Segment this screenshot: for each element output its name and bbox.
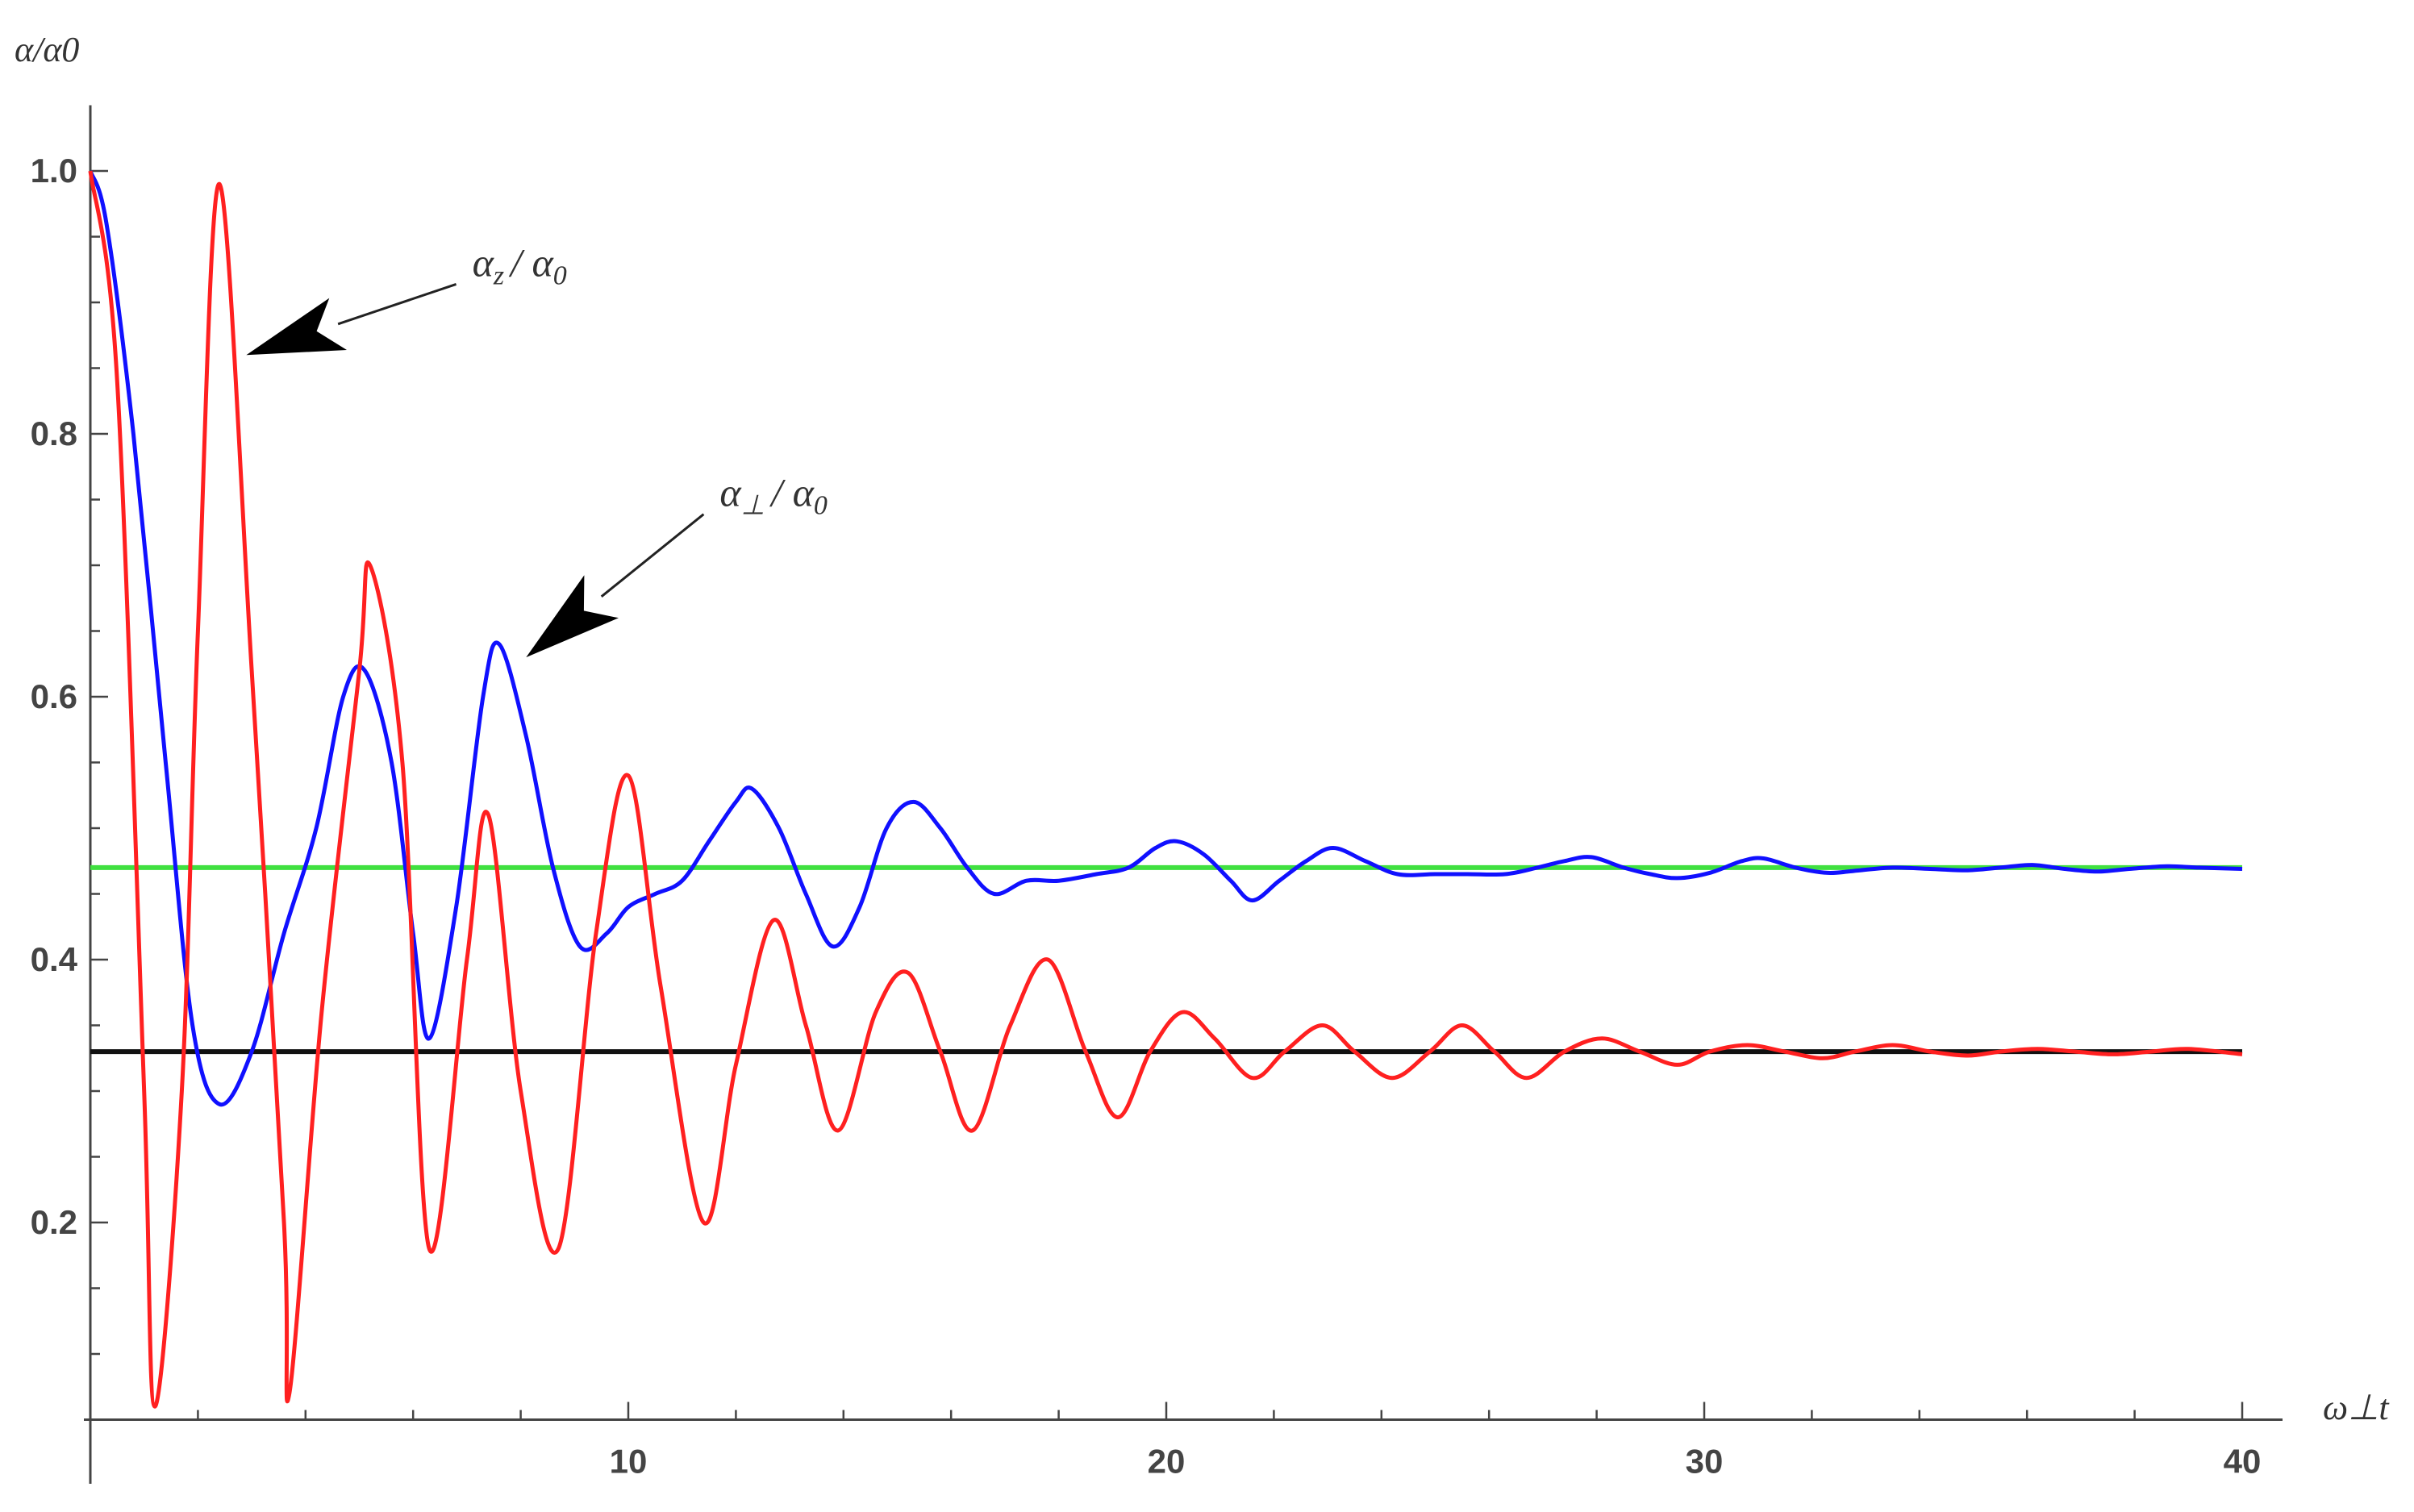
annotation-arrow-shaft <box>337 282 457 326</box>
x-tick-label: 30 <box>1686 1443 1724 1481</box>
y-tick-label: 1.0 <box>31 152 77 190</box>
y-tick-label: 0.8 <box>31 414 77 452</box>
y-tick-label: 0.4 <box>31 940 78 978</box>
annotation-alpha-z: αz / α0 <box>473 240 567 290</box>
series-blue-line <box>88 170 2243 1107</box>
annotation-alpha-perp: α⊥ / α0 <box>719 470 828 521</box>
annotation-arrow-head <box>246 298 347 356</box>
x-tick-label: 40 <box>2224 1443 2262 1481</box>
axes: 10 20 30 40 0.2 0.4 0.6 0.8 1.0 <box>31 105 2283 1484</box>
series-red-line <box>88 170 2243 1409</box>
annotation-arrow-head <box>526 575 619 658</box>
annotation-layer: αz / α0 α⊥ / α0 <box>246 240 828 658</box>
x-axis-label: ω⊥t <box>2323 1388 2390 1427</box>
y-tick-label: 0.2 <box>31 1203 77 1241</box>
y-tick-label: 0.6 <box>31 677 77 715</box>
y-axis-label: α/α0 <box>15 30 79 69</box>
annotation-arrow-shaft <box>600 513 705 598</box>
series-layer <box>88 170 2243 1409</box>
x-tick-label: 10 <box>610 1443 648 1481</box>
x-tick-label: 20 <box>1148 1443 1186 1481</box>
